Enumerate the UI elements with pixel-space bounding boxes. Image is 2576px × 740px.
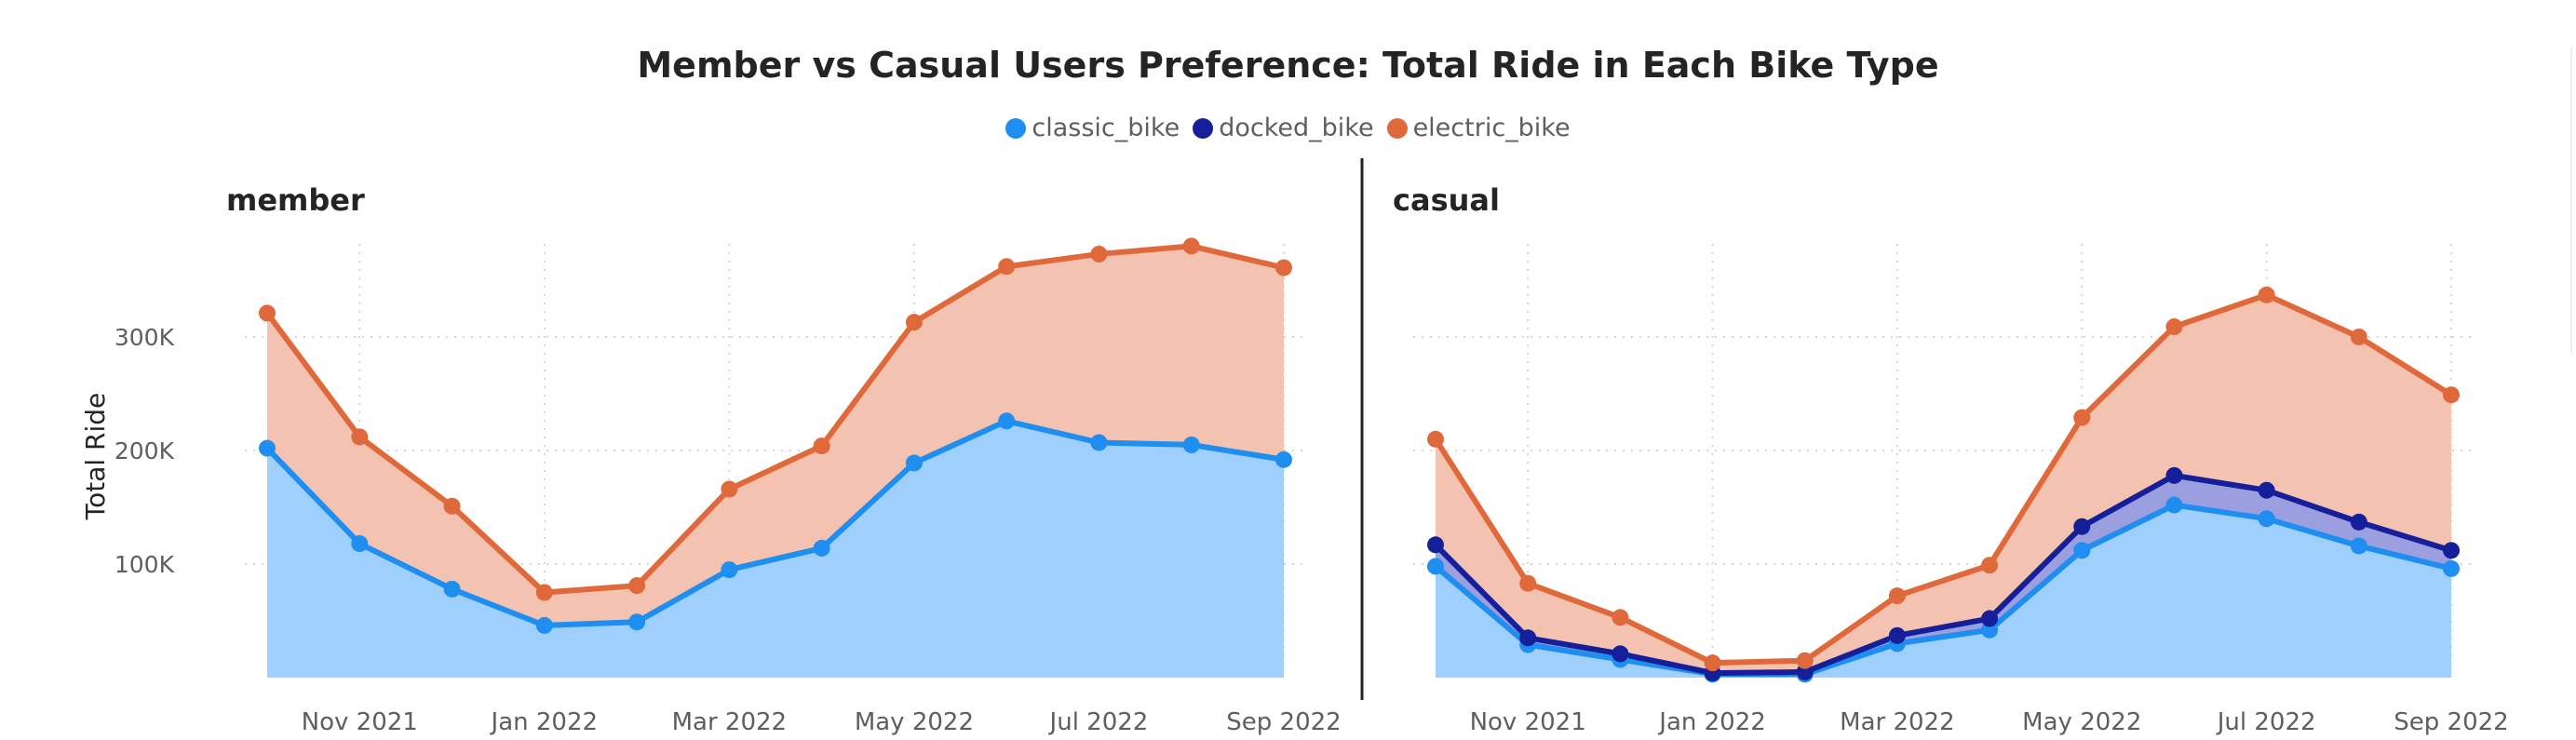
member-electric-bike-point (628, 577, 646, 595)
member-classic-bike-point (443, 580, 461, 598)
casual-docked-bike-point (2350, 513, 2367, 531)
x-tick-label: Sep 2022 (1226, 708, 1341, 736)
member-classic-bike-point (535, 616, 553, 634)
member-electric-bike-point (443, 497, 461, 515)
casual-docked-bike-point (2165, 466, 2183, 484)
casual-docked-bike-point (1427, 536, 1444, 554)
x-tick-label: Sep 2022 (2394, 708, 2508, 736)
member-classic-bike-point (1275, 451, 1292, 468)
casual-electric-bike-line (1433, 291, 2453, 666)
panel-title-casual: casual (1393, 182, 1500, 218)
x-tick-label: Jan 2022 (490, 708, 599, 736)
casual-classic-bike-line (1434, 502, 2452, 678)
chart-title: Member vs Casual Users Preference: Total… (637, 45, 1939, 86)
y-tick-label: 100K (115, 551, 175, 578)
y-axis-title: Total Ride (80, 393, 111, 521)
docked-bike-legend-marker (1193, 117, 1214, 139)
casual-docked-bike-point (1981, 610, 1999, 627)
casual-electric-bike-point (1519, 574, 1537, 592)
member-classic-bike-line (264, 418, 1285, 628)
casual-electric-bike-point (2165, 318, 2183, 336)
casual-electric-bike-point (2258, 286, 2275, 303)
x-tick-label: Mar 2022 (672, 708, 788, 736)
legend-item-classic-bike[interactable]: classic_bike (1005, 114, 1180, 142)
member-electric-bike-point (721, 480, 738, 498)
casual-electric-bike-point (1427, 430, 1444, 448)
casual-classic-bike-point (2165, 496, 2183, 514)
line-layer (264, 243, 2453, 678)
casual-classic-bike-area (1436, 505, 2451, 678)
member-electric-bike-point (905, 314, 923, 331)
member-classic-bike-point (1182, 436, 1200, 453)
legend-item-docked-bike[interactable]: docked_bike (1193, 114, 1374, 142)
casual-electric-bike-point (2350, 329, 2367, 345)
member-classic-bike-point (905, 454, 923, 472)
casual-docked-bike-line (1433, 472, 2452, 677)
member-classic-bike-point (998, 412, 1016, 430)
electric-bike-legend-marker (1386, 117, 1408, 139)
casual-docked-bike-point (1888, 626, 1906, 644)
y-tick-label: 300K (115, 324, 175, 351)
member-classic-bike-point (813, 539, 830, 557)
legend: classic_bike docked_bike electric_bike (0, 114, 2576, 142)
member-electric-bike-point (351, 428, 369, 446)
x-tick-label: May 2022 (855, 708, 974, 736)
casual-electric-bike-point (1612, 609, 1629, 626)
x-tick-label: May 2022 (2022, 708, 2141, 736)
casual-docked-bike-point (2073, 518, 2091, 535)
casual-electric-bike-point (2073, 409, 2091, 426)
casual-classic-bike-point (2350, 537, 2367, 555)
y-tick-label: 200K (115, 437, 175, 464)
member-electric-bike-line (264, 243, 1285, 596)
legend-label: docked_bike (1219, 114, 1374, 142)
label-layer: Total Ride member 100K 200K 300K Nov 2021 Jan … (80, 182, 2509, 736)
casual-docked-bike-point (2258, 481, 2275, 499)
edge-line (2570, 47, 2572, 354)
casual-electric-bike-point (1704, 654, 1721, 672)
legend-label: electric_bike (1412, 114, 1571, 142)
point-layer (259, 237, 2460, 683)
casual-electric-bike-point (1796, 652, 1814, 669)
member-electric-bike-point (1090, 245, 1108, 262)
casual-classic-bike-point (2443, 559, 2460, 577)
casual-classic-bike-point (2073, 542, 2091, 559)
classic-bike-legend-marker (1005, 117, 1027, 139)
casual-electric-bike-point (2443, 386, 2460, 404)
x-tick-label: Nov 2021 (302, 708, 418, 736)
x-tick-label: Jul 2022 (2216, 708, 2316, 736)
member-electric-bike-point (998, 258, 1016, 276)
casual-electric-bike-point (1981, 557, 1999, 574)
casual-docked-bike-point (1519, 629, 1537, 647)
member-electric-bike-point (813, 437, 830, 455)
member-electric-bike-area (267, 246, 1284, 626)
casual-docked-bike-point (1612, 645, 1629, 663)
member-electric-bike-point (259, 304, 276, 322)
member-electric-bike-point (1182, 237, 1200, 255)
x-tick-label: Jul 2022 (1048, 708, 1149, 736)
member-electric-bike-point (1275, 259, 1292, 276)
legend-label: classic_bike (1032, 114, 1180, 142)
x-tick-label: Jan 2022 (1657, 708, 1766, 736)
casual-electric-bike-point (1888, 587, 1906, 605)
casual-docked-bike-point (2443, 542, 2460, 559)
member-classic-bike-point (351, 535, 369, 553)
member-classic-bike-point (259, 439, 276, 457)
panel-title-member: member (226, 182, 365, 218)
casual-classic-bike-point (1427, 558, 1444, 575)
area-layer (267, 246, 2451, 678)
member-electric-bike-point (535, 584, 553, 601)
casual-electric-bike-area (1436, 294, 2451, 674)
member-classic-bike-point (628, 613, 646, 631)
x-tick-label: Mar 2022 (1840, 708, 1955, 736)
member-classic-bike-area (267, 421, 1284, 678)
member-classic-bike-point (721, 561, 738, 579)
x-tick-label: Nov 2021 (1470, 708, 1586, 736)
member-classic-bike-point (1090, 434, 1108, 451)
legend-item-electric-bike[interactable]: electric_bike (1386, 114, 1571, 142)
casual-classic-bike-point (2258, 510, 2275, 528)
